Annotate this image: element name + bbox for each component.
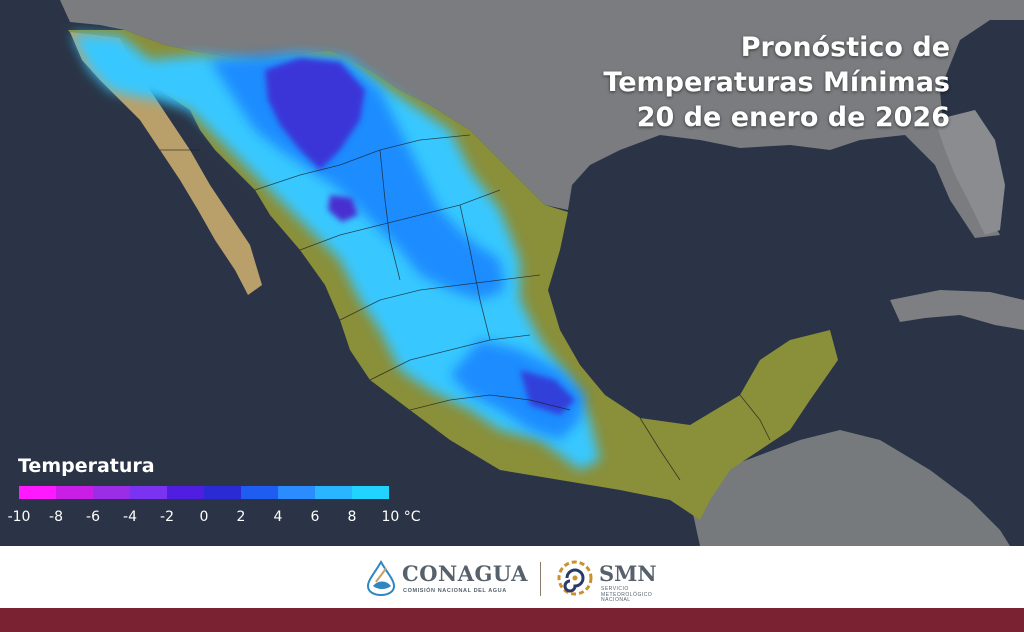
conagua-subtitle: COMISIÓN NACIONAL DEL AGUA [403,588,507,594]
legend-tick: 8 [347,509,357,525]
legend-tick: -2 [160,509,174,525]
cuba [890,290,1024,330]
legend-tick: 4 [273,509,283,525]
smn-name: SMN [599,561,657,586]
legend-title: Temperatura [18,455,155,477]
title-line-1: Pronóstico de [740,32,950,63]
title-line-2: Temperaturas Mínimas [603,67,950,98]
legend-tick: -4 [123,509,137,525]
legend-tick: -10 [7,509,31,525]
legend-swatch [241,486,278,499]
conagua-drop-icon [366,560,396,596]
legend-tick: 6 [310,509,320,525]
legend-tick-labels: -10 -8 -6 -4 -2 0 2 4 6 8 10 °C [8,509,424,527]
legend-swatch [19,486,56,499]
legend-tick: -6 [86,509,100,525]
legend-swatch [315,486,352,499]
legend-swatch [167,486,204,499]
legend-tick: -8 [49,509,63,525]
conagua-name: CONAGUA [402,561,528,586]
baja-california [70,32,262,295]
state-boundaries [160,134,771,481]
bottom-color-bar [0,608,1024,632]
smn-spiral-icon [557,560,593,596]
legend-swatch [204,486,241,499]
legend-swatch [93,486,130,499]
legend-tick: 10 °C [381,509,421,525]
central-america [690,430,1010,546]
cold-region-deep [265,58,575,415]
title-line-3: 20 de enero de 2026 [636,102,950,133]
legend-tick: 0 [199,509,209,525]
legend-tick: 2 [236,509,246,525]
legend-swatch [278,486,315,499]
legend-swatch [56,486,93,499]
usa-landmass [60,0,1024,238]
smn-subtitle: SERVICIO METEOROLÓGICO NACIONAL [601,586,653,603]
temperature-map: Pronóstico de Temperaturas Mínimas 20 de… [0,0,1024,546]
legend-swatch [352,486,389,499]
logo-divider [540,562,541,596]
temperature-legend: Temperatura -10 -8 -6 -4 -2 0 2 4 6 8 10 °C [8,455,424,535]
footer-logos: CONAGUA COMISIÓN NACIONAL DEL AGUA SMN S… [0,546,1024,608]
florida [935,110,1005,235]
smn-logo: SMN SERVICIO METEOROLÓGICO NACIONAL [556,558,666,603]
conagua-logo: CONAGUA COMISIÓN NACIONAL DEL AGUA [364,558,534,598]
map-canvas [60,0,1024,546]
map-title: Pronóstico de Temperaturas Mínimas 20 de… [603,30,950,135]
legend-color-bar [19,486,389,499]
legend-swatch [130,486,167,499]
